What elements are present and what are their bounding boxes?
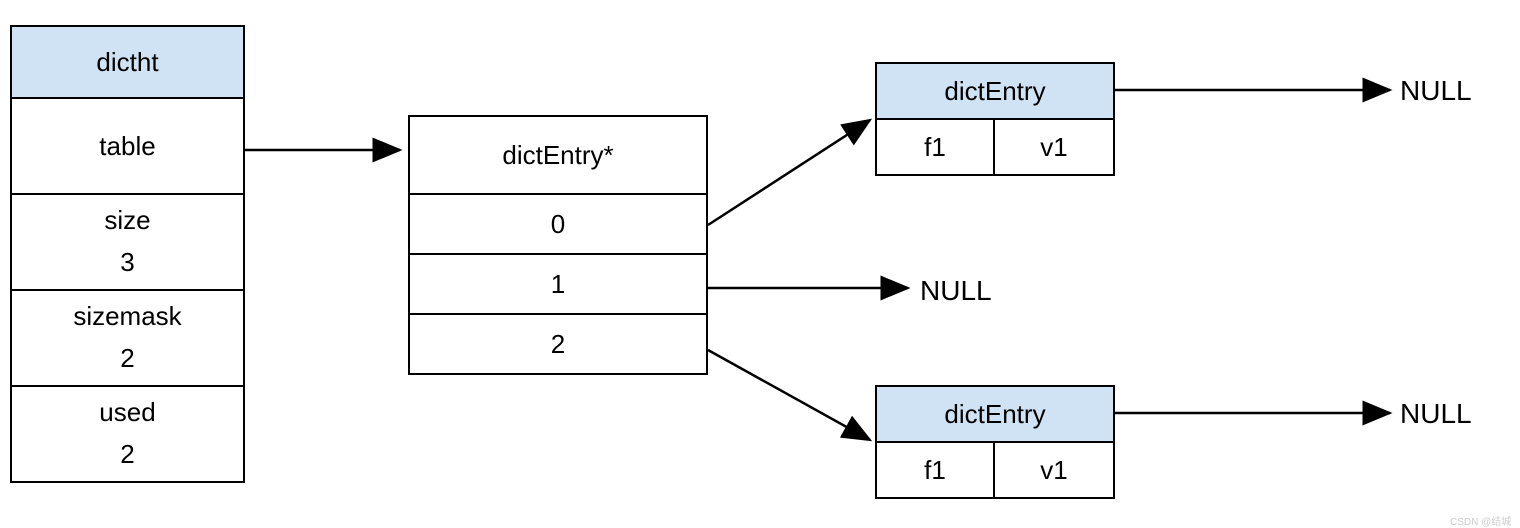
dictht-sizemask-value: 2 xyxy=(120,338,134,380)
entry1-k: f1 xyxy=(924,132,946,163)
entry1-header: dictEntry xyxy=(875,62,1115,120)
dictht-sizemask-label: sizemask xyxy=(73,296,181,338)
entryarray-row-2: 2 xyxy=(408,313,708,375)
entry1-title: dictEntry xyxy=(944,76,1045,107)
dictht-used-label: used xyxy=(99,392,155,434)
entryarray-row-0: 0 xyxy=(408,193,708,255)
entry2-key: f1 xyxy=(875,441,995,499)
entry2-k: f1 xyxy=(924,455,946,486)
entry1-v: v1 xyxy=(1040,132,1067,163)
entryarray-0: 0 xyxy=(551,209,565,240)
entry1-val: v1 xyxy=(993,118,1115,176)
entryarray-2: 2 xyxy=(551,329,565,360)
entry1-key: f1 xyxy=(875,118,995,176)
entry2-title: dictEntry xyxy=(944,399,1045,430)
arrow-slot2-to-entry2 xyxy=(708,350,870,440)
dictht-row-size: size3 xyxy=(10,193,245,291)
entryarray-title: dictEntry* xyxy=(502,140,613,171)
entry2-header: dictEntry xyxy=(875,385,1115,443)
dictht-title: dictht xyxy=(96,47,158,78)
watermark: CSDN @结城 xyxy=(1450,513,1511,528)
null-2: NULL xyxy=(920,275,992,307)
entryarray-1: 1 xyxy=(551,269,565,300)
dictht-used-value: 2 xyxy=(120,434,134,476)
entry2-val: v1 xyxy=(993,441,1115,499)
dictht-row-used: used2 xyxy=(10,385,245,483)
dictht-table-label: table xyxy=(99,131,155,162)
entryarray-row-1: 1 xyxy=(408,253,708,315)
arrow-slot0-to-entry1 xyxy=(708,120,870,225)
dictht-header: dictht xyxy=(10,25,245,99)
dictht-size-label: size xyxy=(104,200,150,242)
dictht-row-table: table xyxy=(10,97,245,195)
entryarray-header: dictEntry* xyxy=(408,115,708,195)
dictht-row-sizemask: sizemask2 xyxy=(10,289,245,387)
null-3: NULL xyxy=(1400,398,1472,430)
dictht-size-value: 3 xyxy=(120,242,134,284)
entry2-v: v1 xyxy=(1040,455,1067,486)
null-1: NULL xyxy=(1400,75,1472,107)
